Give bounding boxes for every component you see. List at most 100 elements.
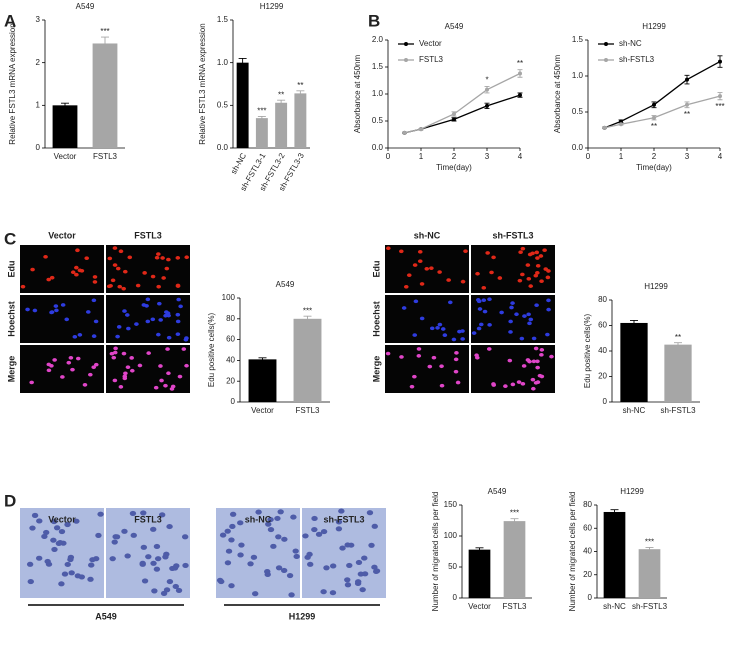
cell <box>419 282 425 286</box>
cell <box>165 347 170 351</box>
cell <box>401 306 407 310</box>
cell <box>335 519 343 525</box>
point <box>518 93 522 98</box>
cell <box>476 299 482 304</box>
point <box>685 77 689 82</box>
cell <box>517 278 523 283</box>
column-header: sh-NC <box>414 230 441 240</box>
cell <box>247 561 254 567</box>
cell <box>546 298 551 303</box>
cell <box>46 277 51 282</box>
cell <box>288 592 295 598</box>
cell <box>307 561 314 567</box>
cell <box>161 276 166 280</box>
cell <box>533 273 539 278</box>
cell <box>487 297 492 302</box>
cell <box>347 542 355 548</box>
cell <box>509 305 514 310</box>
cell <box>113 346 118 351</box>
error-bar <box>645 546 654 552</box>
cell <box>64 561 71 567</box>
cell <box>516 380 522 384</box>
cell <box>417 259 423 264</box>
cell <box>535 271 540 275</box>
cell <box>292 548 299 554</box>
cell <box>270 543 277 549</box>
significance: * <box>485 76 488 85</box>
y-tick-label: 40 <box>598 346 607 355</box>
cell <box>514 312 519 317</box>
y-tick-label: 60 <box>598 321 607 330</box>
significance: *** <box>100 27 109 36</box>
error-bar <box>610 509 619 515</box>
significance: ** <box>517 59 523 68</box>
y-axis-label: Number of migrated cells per field <box>568 492 577 612</box>
cell <box>125 365 131 370</box>
cell <box>435 326 440 330</box>
cell <box>535 256 540 260</box>
cell <box>141 303 147 307</box>
cell <box>534 303 539 308</box>
x-tick-label: 2 <box>652 152 657 161</box>
cell <box>229 511 237 517</box>
cell <box>546 307 551 312</box>
cell <box>121 528 128 534</box>
significance: ** <box>675 333 681 342</box>
cell <box>286 572 294 579</box>
error-bar <box>510 518 519 525</box>
cell <box>447 300 453 305</box>
cell <box>431 355 437 360</box>
cell <box>267 517 274 523</box>
x-tick-label: 4 <box>718 152 723 161</box>
cell <box>111 539 118 545</box>
cell <box>409 384 415 389</box>
cell <box>78 574 86 580</box>
x-tick-label: Vector <box>468 602 491 611</box>
cell <box>453 357 459 362</box>
cell <box>531 359 537 364</box>
y-tick-label: 0.5 <box>217 100 229 109</box>
cell <box>58 581 65 587</box>
cell <box>73 518 80 524</box>
series-line <box>604 61 721 129</box>
point <box>718 59 722 64</box>
cell <box>150 560 157 566</box>
row-label: Edu <box>371 261 381 278</box>
cell <box>97 511 104 517</box>
cell <box>183 337 189 342</box>
cell <box>491 383 497 387</box>
cell <box>156 252 161 256</box>
bar <box>52 105 78 148</box>
cell <box>124 553 131 559</box>
cell <box>439 383 445 388</box>
cell <box>75 248 80 253</box>
column-header: Vector <box>48 514 76 524</box>
cell <box>92 280 98 284</box>
y-axis-label: Edu positive cells(%) <box>583 314 592 389</box>
x-tick-label: sh-NC <box>229 151 248 175</box>
cell <box>115 266 121 271</box>
x-tick-label: FSTL3 <box>93 152 118 161</box>
chart-title: H1299 <box>642 22 666 31</box>
cell <box>280 567 288 574</box>
y-axis-label: Number of migrated cells per field <box>431 492 440 612</box>
cell <box>275 565 283 571</box>
x-tick-label: 3 <box>485 152 490 161</box>
cell <box>146 351 151 355</box>
cell <box>85 310 91 314</box>
cell <box>153 543 161 550</box>
y-tick-label: 1.0 <box>372 89 384 98</box>
cell <box>520 272 525 277</box>
cell <box>52 358 57 362</box>
cell <box>166 371 171 376</box>
cell <box>122 269 128 274</box>
cell <box>545 332 550 337</box>
bar <box>620 322 648 402</box>
cell <box>74 272 79 277</box>
column-header: sh-NC <box>245 514 272 524</box>
cell <box>338 508 345 514</box>
x-tick-label: 4 <box>518 152 523 161</box>
cell <box>109 556 116 562</box>
cell <box>46 368 52 373</box>
cell <box>368 542 375 548</box>
